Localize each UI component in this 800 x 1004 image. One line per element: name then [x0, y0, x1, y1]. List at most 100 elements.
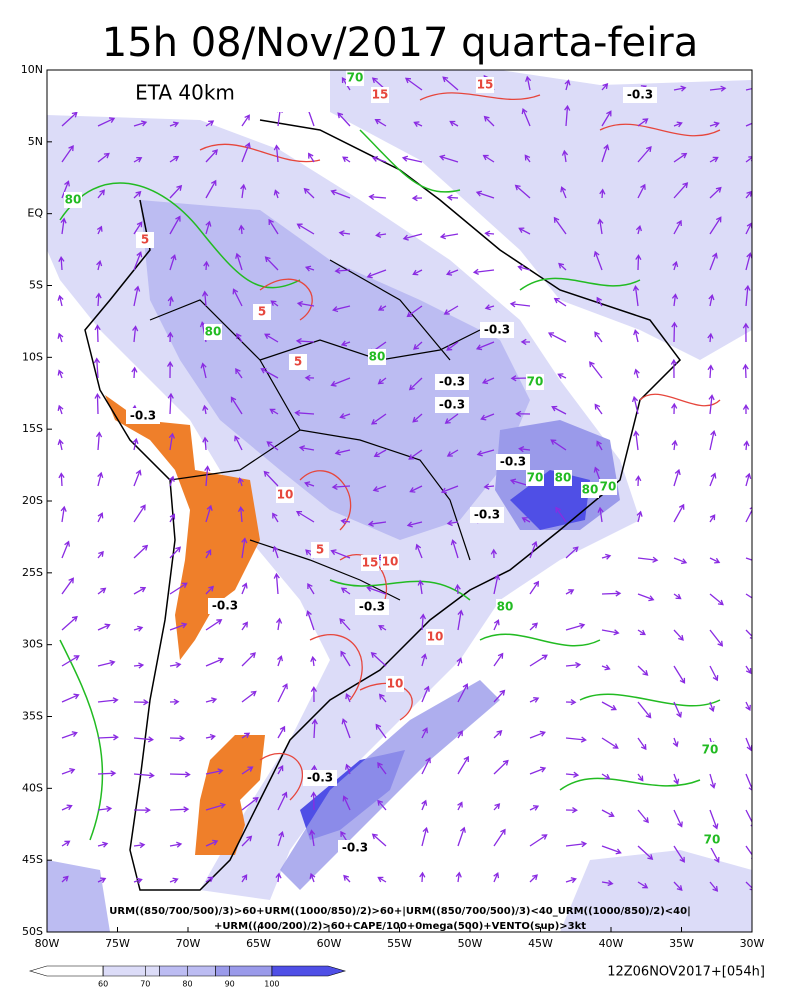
label-box [346, 70, 364, 86]
wind-arrow [340, 587, 351, 595]
wind-arrow [241, 114, 250, 127]
wind-arrow [133, 625, 144, 632]
wind-arrow [457, 730, 463, 739]
lat-label: 10N [21, 63, 43, 76]
wind-arrow [340, 340, 351, 347]
wind-arrow [529, 622, 538, 631]
wind-arrow [421, 757, 431, 775]
label-box [311, 542, 329, 558]
wind-arrow [601, 809, 615, 818]
wind-arrow [637, 845, 654, 860]
wind-arrow [601, 879, 614, 887]
wind-arrow [167, 295, 174, 307]
wind-arrow [133, 544, 149, 559]
contour-label: -0.3 [500, 455, 526, 469]
wind-arrow [493, 729, 503, 739]
wind-arrow [295, 338, 315, 345]
label-box [496, 599, 514, 615]
wind-arrow [58, 472, 65, 487]
wind-arrow [490, 548, 497, 559]
colorbar-label: 60 [98, 980, 108, 989]
contour-label: 80 [205, 325, 222, 339]
wind-arrow [304, 374, 315, 381]
wind-arrow [310, 791, 317, 811]
wind-arrow [742, 363, 749, 379]
wind-arrow [596, 440, 603, 451]
wind-arrow [61, 840, 71, 847]
wind-arrow [373, 449, 387, 458]
wind-arrow [673, 85, 687, 92]
wind-arrow [480, 413, 495, 421]
wind-arrow [482, 154, 495, 163]
wind-arrow [709, 216, 722, 235]
wind-arrow [673, 593, 682, 600]
title: 15h 08/Nov/2017 quarta-feira [102, 20, 698, 66]
wind-arrow [709, 156, 719, 163]
wind-arrow [457, 609, 464, 631]
wind-arrow [601, 701, 617, 711]
wind-arrow [205, 179, 217, 199]
wind-arrow [671, 402, 678, 415]
label-box [361, 555, 379, 571]
contour-label: 10 [427, 630, 444, 644]
wind-arrow [371, 155, 387, 163]
label-box [435, 397, 469, 413]
label-box [470, 507, 504, 523]
wind-arrow [309, 872, 316, 883]
contour-label: -0.3 [342, 841, 368, 855]
wind-arrow [743, 440, 750, 451]
formula: +URM((400/200)/2)>60+CAPE/100+0mega(500)… [214, 921, 586, 932]
wind-arrow [637, 146, 652, 163]
label-box [208, 598, 242, 614]
wind-arrow [263, 470, 279, 487]
wind-arrow [637, 737, 647, 751]
wind-arrow [308, 152, 315, 163]
label-box [426, 629, 444, 645]
wind-arrow [169, 841, 183, 848]
wind-arrow [601, 845, 622, 855]
wind-arrow [97, 587, 107, 595]
wind-arrow [547, 332, 567, 343]
borders [149, 259, 481, 601]
wind-arrow [269, 408, 279, 415]
wind-arrow [524, 154, 531, 163]
wind-arrow [97, 189, 105, 199]
wind-arrow [406, 521, 423, 528]
wind-arrow [205, 657, 225, 667]
wind-arrow [635, 475, 642, 487]
lat-label: 50S [22, 925, 43, 938]
wind-arrow [61, 145, 74, 163]
wind-arrow [521, 517, 531, 523]
wind-arrow [169, 215, 181, 235]
wind-arrow [440, 485, 459, 494]
contour-label: -0.3 [307, 771, 333, 785]
wind-arrow [167, 392, 174, 415]
wind-arrow [671, 293, 679, 307]
contour-label: -0.3 [484, 323, 510, 337]
wind-arrow [366, 269, 387, 279]
contour-label: -0.3 [627, 88, 653, 102]
wind-arrow [455, 871, 462, 883]
wind-arrow [637, 183, 646, 199]
colorbar-label: 80 [182, 980, 192, 989]
colorbar-label: 100 [264, 980, 279, 989]
wind-arrow [472, 268, 495, 275]
wind-arrow [205, 733, 216, 741]
wind-arrow [241, 732, 251, 739]
wind-arrow [343, 874, 351, 883]
wind-arrow [493, 803, 501, 811]
wind-arrow [601, 629, 620, 636]
wind-arrow [61, 804, 73, 811]
wind-arrow [745, 701, 751, 711]
wind-arrow [270, 300, 279, 307]
wind-arrow [597, 218, 604, 235]
wind-arrow [589, 361, 603, 379]
wind-arrow [277, 683, 288, 703]
wind-arrow [635, 254, 642, 271]
wind-arrow [93, 357, 101, 379]
wind-arrow [338, 230, 351, 237]
wind-arrow [709, 186, 722, 199]
wind-arrow [260, 367, 279, 379]
wind-arrow [529, 580, 540, 595]
wind-arrow [599, 188, 606, 199]
